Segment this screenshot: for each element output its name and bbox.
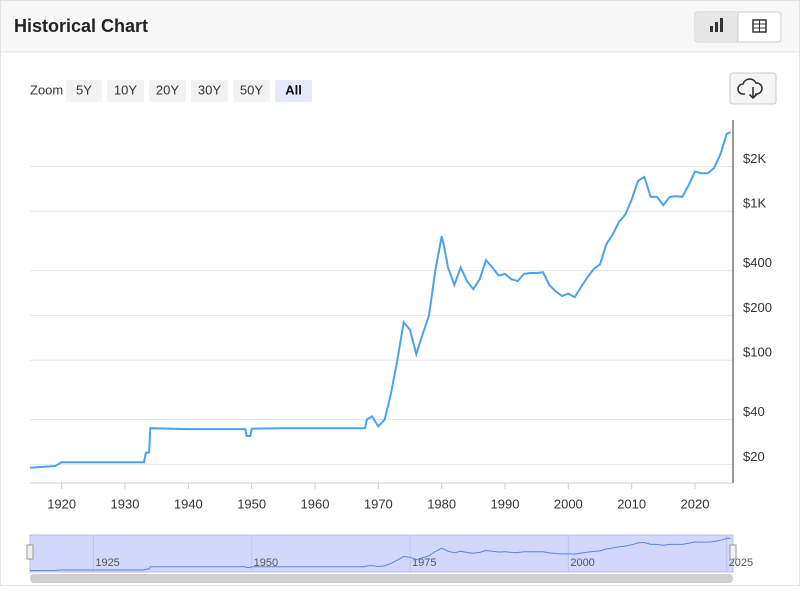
icon	[720, 18, 723, 32]
download-icon	[737, 78, 763, 100]
y-tick-label: $20	[743, 449, 765, 464]
zoom-button[interactable]	[191, 80, 228, 102]
x-tick-label: 1920	[47, 496, 76, 511]
x-tick-label: 1990	[491, 496, 520, 511]
navigator-handle[interactable]	[729, 544, 737, 560]
y-tick-label: $40	[743, 404, 765, 419]
navigator-tick-label: 1950	[254, 557, 278, 569]
icon	[710, 26, 713, 32]
price-line	[29, 131, 731, 469]
download-button[interactable]	[729, 72, 777, 105]
plot: $20 $40 $100 $200 $400 $1K $2K 1920 1930 1940 1950…	[26, 120, 772, 583]
y-tick-label: $1K	[743, 196, 766, 211]
zoom-button-label[interactable]: 20Y	[156, 82, 179, 97]
navigator-tick-label: 1975	[412, 557, 436, 569]
zoom-button[interactable]	[66, 80, 102, 102]
zoom-button-label[interactable]: All	[285, 82, 302, 97]
zoom-button[interactable]	[107, 80, 144, 102]
zoom-button[interactable]	[275, 80, 312, 102]
x-tick-label: 1970	[364, 496, 393, 511]
y-tick-label: $100	[743, 345, 772, 360]
zoom-button-label[interactable]: 10Y	[114, 82, 137, 97]
scrollbar[interactable]	[30, 574, 733, 583]
x-tick-label: 1930	[111, 496, 140, 511]
navigator-tick-label: 2000	[570, 557, 594, 569]
view-toggle	[694, 11, 782, 43]
zoom-button-label[interactable]: 5Y	[76, 82, 92, 97]
zoom-button-label[interactable]: 50Y	[240, 82, 263, 97]
x-tick-label: 2020	[681, 496, 710, 511]
x-tick-label: 2000	[554, 496, 583, 511]
x-tick-label: 1980	[427, 496, 456, 511]
x-tick-label: 1960	[301, 496, 330, 511]
navigator-line	[29, 537, 731, 571]
y-tick-label: $200	[743, 300, 772, 315]
navigator-handle[interactable]	[26, 544, 34, 560]
zoom-buttons: 5Y 10Y 20Y 30Y 50Y All	[66, 80, 312, 102]
navigator-tick-label: 1925	[95, 557, 119, 569]
header-bg	[1, 1, 799, 52]
icon	[715, 22, 718, 32]
navigator-tick-label: 2025	[729, 557, 753, 569]
y-tick-label: $400	[743, 255, 772, 270]
x-tick-label: 1940	[174, 496, 203, 511]
zoom-button[interactable]	[233, 80, 270, 102]
zoom-button[interactable]	[149, 80, 186, 102]
y-tick-label: $2K	[743, 151, 766, 166]
zoom-button-label[interactable]: 30Y	[198, 82, 221, 97]
zoom-label: Zoom	[30, 82, 63, 97]
x-tick-label: 1950	[237, 496, 266, 511]
x-tick-label: 2010	[617, 496, 646, 511]
header-title: Historical Chart	[14, 16, 148, 36]
